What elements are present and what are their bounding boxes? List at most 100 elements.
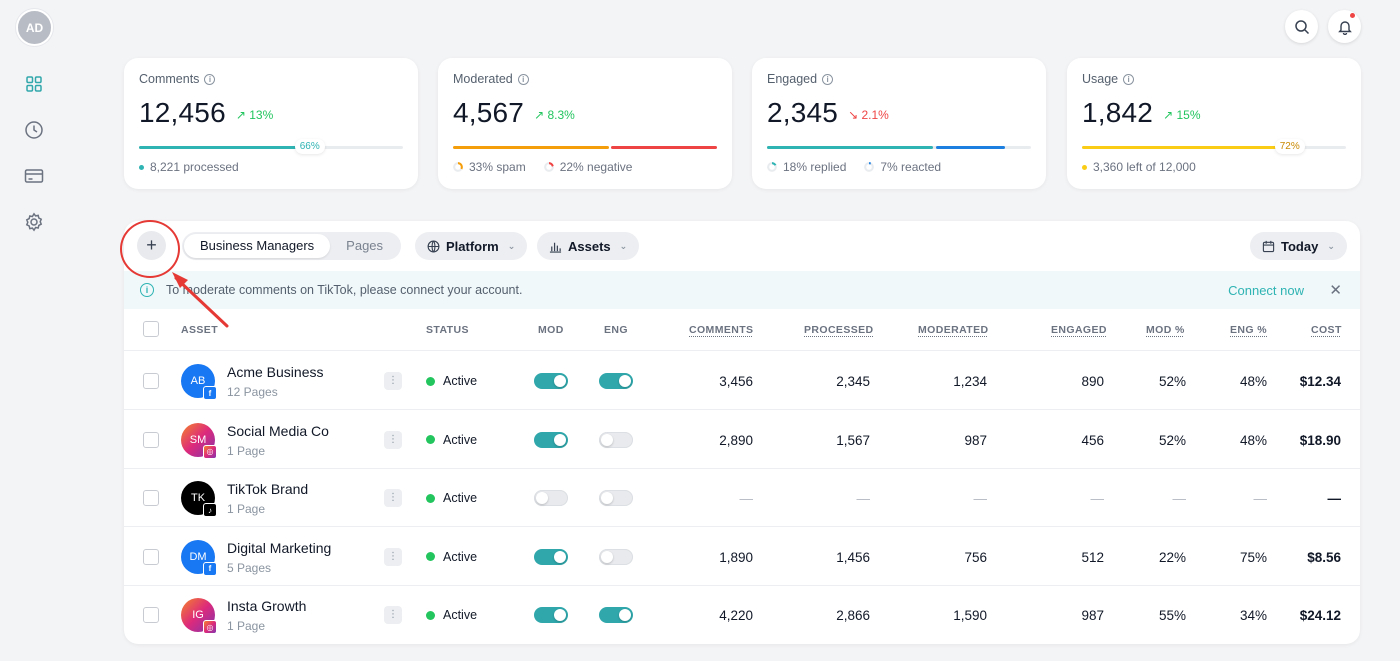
card-footer: 33% spam xyxy=(469,160,526,174)
reacted-ring-icon xyxy=(864,162,875,172)
col-processed[interactable]: PROCESSED xyxy=(804,324,874,336)
info-icon[interactable]: i xyxy=(822,73,834,85)
eng-toggle[interactable] xyxy=(599,548,633,565)
row-menu-button[interactable]: ⋮ xyxy=(384,489,402,507)
mod-toggle[interactable] xyxy=(534,490,568,506)
split-bar xyxy=(453,146,717,150)
col-cost[interactable]: COST xyxy=(1311,324,1342,336)
cell-engaged: — xyxy=(1090,491,1105,506)
cell-mod-pct: 22% xyxy=(1158,549,1186,565)
mod-toggle[interactable] xyxy=(534,431,568,448)
grid-icon[interactable] xyxy=(22,72,46,96)
view-tabs: Business Managers Pages xyxy=(182,232,402,260)
table-row[interactable]: DM f Digital Marketing 5 Pages ⋮ Active 1,890 1… xyxy=(124,528,1360,586)
row-checkbox[interactable] xyxy=(143,373,159,389)
asset-avatar: AB f xyxy=(181,364,217,400)
spam-ring-icon xyxy=(453,162,463,172)
table-row[interactable]: TK ♪ TikTok Brand 1 Page ⋮ Active — — — — — — — xyxy=(124,469,1360,527)
asset-name[interactable]: Insta Growth xyxy=(227,598,307,614)
instagram-icon: ◎ xyxy=(203,620,217,634)
table-row[interactable]: IG ◎ Insta Growth 1 Page ⋮ Active 4,220 2,866 1,… xyxy=(124,586,1360,644)
replied-ring-icon xyxy=(767,162,777,172)
avatar[interactable]: AD xyxy=(16,9,53,46)
row-menu-button[interactable]: ⋮ xyxy=(384,372,402,390)
cell-processed: 1,456 xyxy=(836,549,870,565)
row-checkbox[interactable] xyxy=(143,490,159,506)
row-checkbox[interactable] xyxy=(143,607,159,623)
close-icon[interactable]: ✕ xyxy=(1329,282,1342,299)
row-menu-button[interactable]: ⋮ xyxy=(384,606,402,624)
cell-cost: $24.12 xyxy=(1299,608,1341,623)
asset-name[interactable]: Digital Marketing xyxy=(227,539,332,556)
connect-now-link[interactable]: Connect now xyxy=(1228,282,1304,298)
tiktok-icon: ♪ xyxy=(203,503,217,517)
table-row[interactable]: AB f Acme Business 12 Pages ⋮ Active 3,456 2,34… xyxy=(124,352,1360,410)
tab-pages[interactable]: Pages xyxy=(346,238,384,253)
asset-name[interactable]: Acme Business xyxy=(227,364,324,380)
eng-toggle[interactable] xyxy=(599,607,633,623)
status-dot xyxy=(426,552,435,561)
row-checkbox[interactable] xyxy=(143,548,159,565)
search-button[interactable] xyxy=(1285,10,1318,43)
eng-toggle[interactable] xyxy=(599,431,633,448)
credit-card-icon[interactable] xyxy=(22,164,46,188)
mod-toggle[interactable] xyxy=(534,548,568,565)
status-label: Active xyxy=(443,491,478,505)
cell-comments: 2,890 xyxy=(719,432,753,448)
col-comments[interactable]: COMMENTS xyxy=(689,324,754,336)
asset-pages: 1 Page xyxy=(227,443,266,458)
table-row[interactable]: SM ◎ Social Media Co 1 Page ⋮ Active 2,890 1,56… xyxy=(124,411,1360,469)
cell-comments: 3,456 xyxy=(719,374,753,389)
clock-icon[interactable] xyxy=(22,118,46,142)
col-mod-pct[interactable]: MOD % xyxy=(1146,324,1185,336)
info-icon[interactable]: i xyxy=(1123,73,1135,85)
mod-toggle[interactable] xyxy=(534,373,568,389)
info-icon[interactable]: i xyxy=(517,73,529,85)
asset-name[interactable]: TikTok Brand xyxy=(227,481,309,497)
gear-icon[interactable] xyxy=(22,210,46,234)
row-menu-button[interactable]: ⋮ xyxy=(384,430,402,449)
card-delta: ↗ 15% xyxy=(1163,108,1201,122)
card-title: Engaged xyxy=(767,72,818,86)
row-checkbox[interactable] xyxy=(143,431,159,448)
card-title: Usage xyxy=(1082,72,1119,86)
card-value: 1,842 xyxy=(1082,97,1154,128)
row-menu-button[interactable]: ⋮ xyxy=(384,547,402,566)
card-value: 4,567 xyxy=(453,97,525,128)
col-moderated[interactable]: MODERATED xyxy=(918,324,989,336)
date-filter[interactable]: Today ⌄ xyxy=(1250,232,1347,260)
col-status[interactable]: STATUS xyxy=(426,324,469,336)
asset-initials: DM xyxy=(189,550,207,563)
asset-pages: 5 Pages xyxy=(227,560,272,575)
notifications-button[interactable] xyxy=(1328,10,1361,43)
assets-filter[interactable]: Assets ⌄ xyxy=(537,232,640,260)
status-dot xyxy=(426,610,435,620)
search-icon xyxy=(1294,19,1309,34)
col-engaged[interactable]: ENGAGED xyxy=(1051,324,1107,336)
cell-cost: $18.90 xyxy=(1299,432,1341,448)
tab-business-managers[interactable]: Business Managers xyxy=(184,234,331,258)
col-eng[interactable]: ENG xyxy=(604,324,628,336)
info-icon[interactable]: i xyxy=(204,73,216,85)
platform-filter-label: Platform xyxy=(446,238,499,254)
select-all-checkbox[interactable] xyxy=(143,321,159,337)
eng-toggle[interactable] xyxy=(599,373,633,389)
asset-name[interactable]: Social Media Co xyxy=(227,422,329,439)
negative-ring-icon xyxy=(543,162,554,172)
cell-engaged: 512 xyxy=(1081,549,1104,565)
card-footer: 3,360 left of 12,000 xyxy=(1093,160,1196,174)
status-label: Active xyxy=(443,549,478,564)
card-footer: 7% reacted xyxy=(880,160,942,174)
mod-toggle[interactable] xyxy=(534,607,568,623)
eng-toggle[interactable] xyxy=(599,490,633,506)
col-eng-pct[interactable]: ENG % xyxy=(1230,324,1268,336)
status-badge: Active xyxy=(426,608,477,622)
date-filter-label: Today xyxy=(1281,238,1319,254)
card-footer: 18% replied xyxy=(783,160,847,174)
cell-moderated: 756 xyxy=(964,549,987,565)
facebook-icon: f xyxy=(203,561,217,576)
col-mod[interactable]: MOD xyxy=(538,324,564,336)
col-asset[interactable]: ASSET xyxy=(181,324,219,336)
card-delta: ↗ 13% xyxy=(235,108,274,122)
platform-filter[interactable]: Platform ⌄ xyxy=(415,232,528,260)
